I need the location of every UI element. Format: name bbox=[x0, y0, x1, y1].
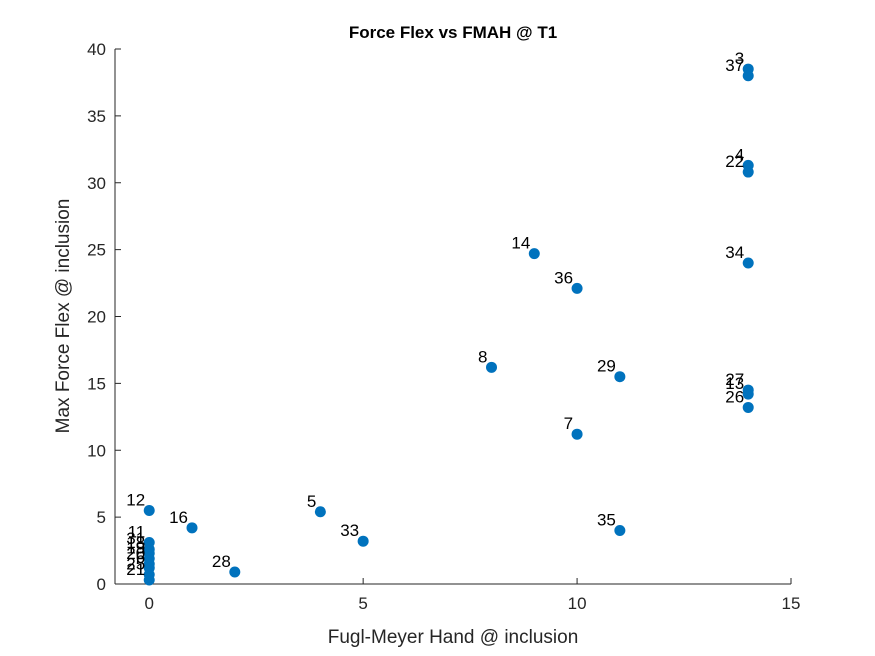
point-label: 20 bbox=[126, 544, 145, 563]
point-label: 7 bbox=[564, 414, 573, 433]
data-point bbox=[742, 401, 754, 413]
point-label: 8 bbox=[478, 347, 487, 366]
y-tick-label: 5 bbox=[97, 508, 106, 527]
point-label: 26 bbox=[725, 387, 744, 406]
point-label: 35 bbox=[597, 511, 616, 530]
point-label: 3 bbox=[735, 49, 744, 68]
point-label: 13 bbox=[725, 374, 744, 393]
y-tick-label: 40 bbox=[87, 40, 106, 59]
x-tick-label: 0 bbox=[144, 594, 153, 613]
data-point bbox=[614, 371, 626, 383]
point-label: 21 bbox=[126, 560, 145, 579]
point-label: 31 bbox=[126, 529, 145, 548]
data-point bbox=[614, 525, 626, 536]
data-point bbox=[742, 257, 754, 269]
point-label: 4 bbox=[735, 145, 744, 164]
data-point bbox=[742, 166, 754, 178]
y-tick-label: 35 bbox=[87, 107, 106, 126]
point-label: 25 bbox=[126, 555, 145, 574]
y-tick-label: 0 bbox=[97, 575, 106, 594]
point-label: 14 bbox=[511, 234, 530, 253]
data-point bbox=[186, 522, 198, 534]
point-label: 5 bbox=[307, 492, 316, 511]
point-label: 19 bbox=[126, 539, 145, 558]
x-axis-label: Fugl-Meyer Hand @ inclusion bbox=[328, 627, 579, 648]
x-tick-label: 10 bbox=[568, 594, 587, 613]
data-point bbox=[571, 282, 583, 294]
data-point bbox=[742, 388, 754, 400]
y-tick-label: 25 bbox=[87, 241, 106, 260]
data-point bbox=[143, 574, 155, 586]
y-tick-label: 30 bbox=[87, 174, 106, 193]
point-label: 34 bbox=[725, 243, 744, 262]
data-point bbox=[486, 361, 498, 373]
point-label: 28 bbox=[212, 552, 231, 571]
point-label: 11 bbox=[128, 523, 146, 542]
y-tick-label: 20 bbox=[87, 308, 106, 327]
point-label: 37 bbox=[725, 56, 744, 75]
data-point bbox=[314, 506, 326, 518]
y-tick-label: 15 bbox=[87, 374, 106, 393]
data-point bbox=[357, 535, 369, 547]
point-label: 16 bbox=[169, 508, 188, 527]
data-point bbox=[143, 504, 155, 516]
point-label: 36 bbox=[554, 268, 573, 287]
point-label: 6 bbox=[136, 548, 145, 567]
data-point bbox=[229, 566, 241, 578]
data-point bbox=[742, 70, 754, 82]
data-points bbox=[143, 63, 754, 586]
data-point bbox=[571, 428, 583, 440]
point-label: 29 bbox=[597, 357, 616, 376]
x-tick-label: 15 bbox=[782, 594, 801, 613]
point-label: 27 bbox=[725, 370, 744, 389]
point-label: 22 bbox=[725, 152, 744, 171]
y-tick-label: 10 bbox=[87, 441, 106, 460]
point-label: 12 bbox=[126, 490, 145, 509]
point-label: 33 bbox=[340, 521, 359, 540]
point-label: 18 bbox=[126, 533, 145, 552]
chart-title: Force Flex vs FMAH @ T1 bbox=[349, 23, 557, 42]
data-point bbox=[528, 248, 540, 260]
x-tick-label: 5 bbox=[358, 594, 367, 613]
y-axis-label: Max Force Flex @ inclusion bbox=[53, 199, 74, 434]
